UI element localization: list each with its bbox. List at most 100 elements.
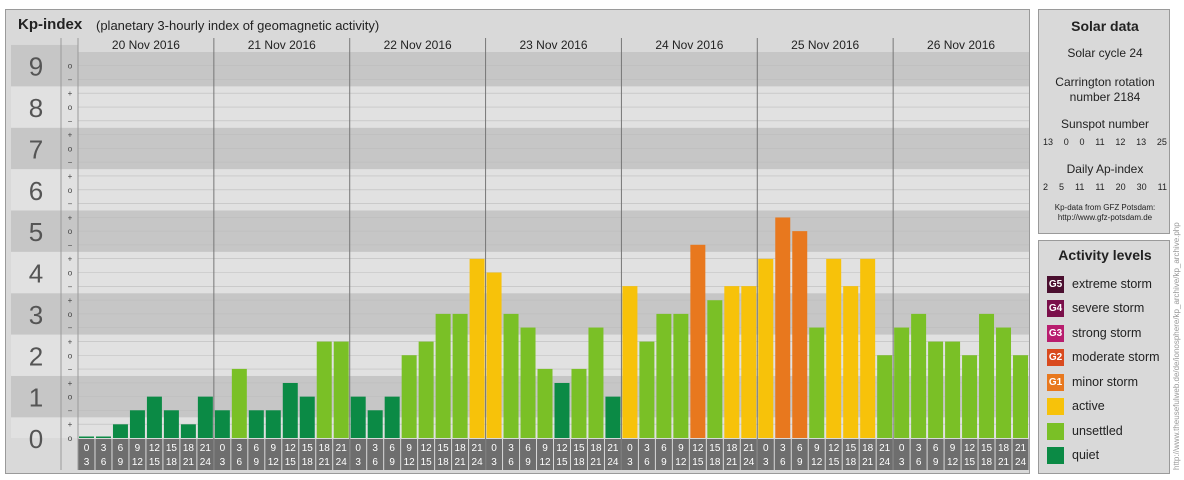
hour-start-label: 3 [916,443,922,454]
ap-value: 11 [1095,182,1105,192]
kp-axis-label: 3 [29,300,43,330]
hour-start-label: 9 [135,443,141,454]
legend-swatch: G5 [1047,275,1064,293]
hour-end-label: 18 [709,457,721,468]
hour-cell [893,439,910,470]
data-source: Kp-data from GFZ Potsdam: [1054,203,1156,212]
hour-cell [910,439,927,470]
ap-index-values: 2 5 11 11 20 30 11 [1043,182,1167,192]
hour-start-label: 0 [627,443,633,454]
day-header-bg [78,38,1029,52]
kp-bar [214,410,230,438]
legend-item-active: active [1047,396,1105,416]
kp-axis-label: 7 [29,134,43,164]
hour-cell [129,439,146,470]
kp-bar [197,396,213,438]
hour-end-label: 18 [438,457,450,468]
kp-bar [384,396,400,438]
hour-cell [537,439,553,470]
hour-cell [961,439,978,470]
hour-end-label: 9 [254,457,260,468]
hour-start-label: 18 [319,443,331,454]
day-label: 25 Nov 2016 [791,38,859,52]
hour-end-label: 24 [1015,457,1027,468]
hour-cell [672,439,689,470]
hour-cell [316,439,333,470]
kp-bar [911,313,927,438]
data-source-link[interactable]: http://www.gfz-potsdam.de [1057,213,1153,222]
hour-cell [486,439,503,470]
hour-cell [604,439,621,470]
hour-start-label: 3 [508,443,514,454]
ap-value: 11 [1157,182,1167,192]
legend-label: quiet [1072,448,1100,462]
hour-cell [740,439,757,470]
legend-item-g1: G1 minor storm [1047,372,1138,392]
hour-end-label: 12 [404,457,416,468]
kp-bar [503,313,519,438]
kp-bar [146,396,162,438]
ap-value: 5 [1059,182,1065,192]
hour-start-label: 12 [285,443,297,454]
hour-cell [299,439,316,470]
hour-cell [808,439,825,470]
hour-cell [978,439,995,470]
hour-cell [78,439,95,470]
hour-end-label: 6 [101,457,107,468]
kp-bar [894,327,910,438]
hour-end-label: 3 [763,457,769,468]
sunspot-value: 12 [1115,137,1126,147]
hour-start-label: 15 [981,443,993,454]
hour-end-label: 9 [118,457,124,468]
kp-bar [571,368,587,438]
kp-axis-label: 0 [29,424,43,454]
kp-bar [809,327,825,438]
hour-end-label: 6 [916,457,922,468]
kp-bar [656,313,672,438]
hour-start-label: 3 [644,443,650,454]
hour-cell [180,439,197,470]
hour-start-label: 3 [780,443,786,454]
kp-bar [673,313,689,438]
kp-bar [520,327,536,438]
activity-levels-panel: Activity levels G5 extreme storm G4 seve… [1038,240,1170,474]
day-label: 23 Nov 2016 [519,38,587,52]
activity-levels-title: Activity levels [1058,247,1152,263]
hour-cell [231,439,248,470]
kp-bar [860,258,876,438]
hour-cell [995,439,1012,470]
hour-end-label: 12 [947,457,959,468]
hour-cell [146,439,163,470]
kp-subdivision-label: + [68,379,73,388]
hour-start-label: 12 [556,443,568,454]
kp-bar [843,286,859,438]
hour-start-label: 15 [709,443,721,454]
kp-bar [248,410,264,438]
kp-bar [452,313,468,438]
hour-cell [112,439,129,470]
hour-end-label: 15 [556,457,568,468]
hour-end-label: 21 [319,457,331,468]
hour-end-label: 21 [183,457,195,468]
hour-start-label: 9 [542,443,548,454]
kp-bar [282,382,298,438]
hour-end-label: 9 [797,457,803,468]
kp-band [11,417,1029,438]
hour-start-label: 0 [355,443,361,454]
hour-start-label: 21 [472,443,484,454]
sunspot-value: 0 [1079,137,1085,147]
kp-bar [928,341,944,438]
legend-swatch: G1 [1047,373,1064,391]
hour-cell [638,439,655,470]
source-watermark: http://www.theusefulweb.de/de/ionosphere… [1172,222,1181,470]
kp-bar [605,396,621,438]
hour-cell [350,439,367,470]
kp-axis-label: 9 [29,52,43,82]
hour-cell [282,439,299,470]
hour-start-label: 21 [200,443,212,454]
kp-bar [265,410,281,438]
kp-subdivision-label: o [68,351,73,360]
day-label: 20 Nov 2016 [112,38,180,52]
legend-label: moderate storm [1072,350,1160,364]
